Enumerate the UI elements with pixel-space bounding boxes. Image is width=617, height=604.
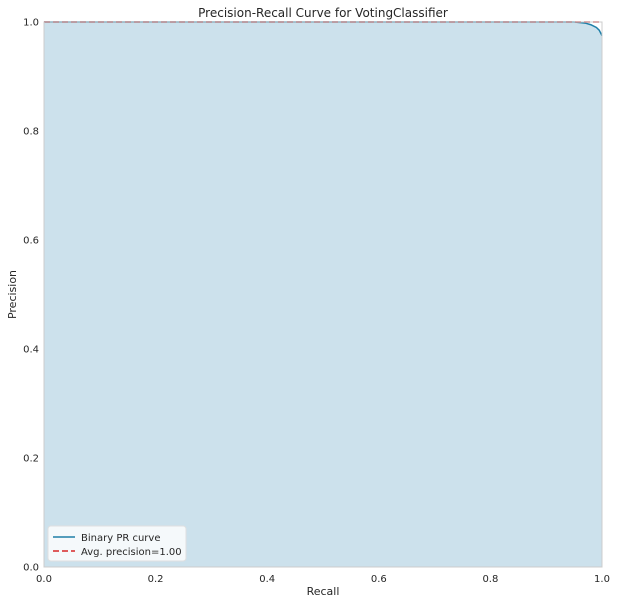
y-tick-label: 0.4 xyxy=(23,345,39,356)
x-axis-ticks: 0.0 0.2 0.4 0.6 0.8 1.0 xyxy=(36,574,610,585)
x-tick-label: 0.8 xyxy=(482,574,498,585)
y-tick-label: 0.2 xyxy=(23,454,39,465)
y-axis-ticks: 0.0 0.2 0.4 0.6 0.8 1.0 xyxy=(23,18,39,574)
x-tick-label: 0.2 xyxy=(148,574,164,585)
x-tick-label: 0.0 xyxy=(36,574,52,585)
y-tick-label: 0.8 xyxy=(23,127,39,138)
x-axis-label: Recall xyxy=(307,585,340,598)
plot-frame xyxy=(43,21,603,568)
y-tick-label: 0.0 xyxy=(23,563,39,574)
y-axis-label: Precision xyxy=(6,270,19,319)
legend-label-pr-curve: Binary PR curve xyxy=(81,533,161,544)
chart-title: Precision-Recall Curve for VotingClassif… xyxy=(198,6,448,20)
pr-area-fill xyxy=(44,22,602,567)
x-tick-label: 1.0 xyxy=(594,574,610,585)
x-tick-label: 0.4 xyxy=(259,574,275,585)
legend-box xyxy=(47,525,187,562)
legend-label-avg-precision: Avg. precision=1.00 xyxy=(81,547,182,558)
y-tick-label: 0.6 xyxy=(23,236,39,247)
y-tick-label: 1.0 xyxy=(23,18,39,29)
x-tick-label: 0.6 xyxy=(371,574,387,585)
legend: Binary PR curve Avg. precision=1.00 xyxy=(47,525,187,562)
